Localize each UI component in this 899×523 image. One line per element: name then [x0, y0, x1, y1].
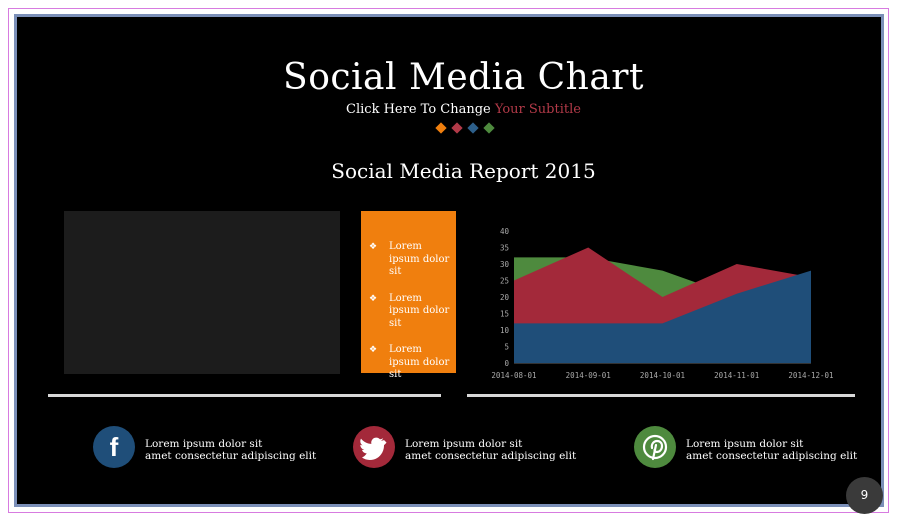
y-tick-label: 15	[500, 310, 509, 319]
pinterest-icon	[642, 434, 668, 461]
image-placeholder	[64, 211, 340, 374]
divider-right	[467, 394, 855, 397]
page-number: 9	[846, 477, 883, 514]
area-chart: 0 5 10 15 20 25 30 35 40 2014-08-01 2014-09-01 2014…	[491, 227, 833, 380]
pinterest-circle[interactable]	[634, 426, 676, 468]
x-tick-label: 2014-11-01	[714, 371, 759, 380]
outer-frame	[8, 8, 889, 513]
y-tick-label: 30	[500, 260, 510, 269]
social-line2: amet consectetur adipiscing elit	[145, 450, 317, 462]
y-tick-label: 35	[500, 244, 509, 253]
bullet-text: Lorem ipsum dolor sit	[389, 292, 450, 329]
y-tick-label: 5	[504, 343, 509, 352]
x-tick-label: 2014-12-01	[788, 371, 833, 380]
social-line2: amet consectetur adipiscing elit	[405, 450, 577, 462]
social-text: Lorem ipsum dolor sit amet consectetur ad…	[686, 438, 857, 462]
y-tick-label: 20	[500, 293, 510, 302]
blue-diamond	[467, 122, 479, 134]
social-line1: Lorem ipsum dolor sit	[405, 438, 523, 450]
social-text: Lorem ipsum dolor sit amet consectetur ad…	[145, 438, 316, 462]
svg-text:f: f	[110, 432, 119, 462]
bullet-diamond-icon: ❖	[369, 293, 378, 304]
bullet-item: ❖ Lorem ipsum dolor sit	[369, 293, 454, 331]
social-line1: Lorem ipsum dolor sit	[145, 438, 263, 450]
twitter-circle[interactable]	[353, 426, 395, 468]
x-tick-label: 2014-08-01	[491, 371, 536, 380]
bullet-diamond-icon: ❖	[369, 345, 378, 355]
facebook-circle[interactable]: f	[93, 426, 135, 468]
y-tick-label: 0	[504, 359, 509, 368]
twitter-icon	[360, 437, 387, 460]
slide: Social Media Chart Click Here To Change …	[14, 14, 884, 514]
bullet-item: ❖ Lorem ipsum dolor sit	[369, 344, 454, 382]
subtitle-main: Click Here To Change	[346, 102, 495, 117]
bullet-text: Lorem ipsum dolor sit	[389, 344, 450, 380]
facebook-icon: f	[110, 432, 119, 462]
orange-diamond	[435, 122, 447, 134]
social-text: Lorem ipsum dolor sit amet consectetur ad…	[405, 438, 576, 462]
x-tick-label: 2014-09-01	[566, 371, 611, 380]
bullet-list: ❖ Lorem ipsum dolor sit ❖ Lorem ipsum dolo…	[369, 241, 454, 396]
y-tick-label: 25	[500, 277, 509, 286]
y-tick-label: 10	[500, 326, 510, 335]
slide-title: Social Media Chart	[283, 57, 644, 98]
social-line2: amet consectetur adipiscing elit	[686, 450, 858, 462]
subtitle-accent: Your Subtitle	[494, 102, 581, 117]
social-line1: Lorem ipsum dolor sit	[686, 438, 804, 450]
bullet-box: ❖ Lorem ipsum dolor sit ❖ Lorem ipsum dolo…	[361, 211, 456, 380]
bullet-text: Lorem ipsum dolor sit	[389, 241, 450, 277]
area-series-2	[514, 270, 811, 363]
divider-left	[48, 394, 441, 397]
y-tick-label: 40	[500, 227, 510, 236]
report-title: Social Media Report 2015	[331, 159, 596, 183]
bullet-diamond-icon: ❖	[369, 242, 378, 252]
x-tick-label: 2014-10-01	[640, 371, 685, 380]
slide-subtitle: Click Here To Change Your Subtitle	[17, 102, 899, 117]
green-diamond	[483, 122, 495, 134]
red-diamond	[451, 122, 463, 134]
bullet-item: ❖ Lorem ipsum dolor sit	[369, 241, 454, 279]
